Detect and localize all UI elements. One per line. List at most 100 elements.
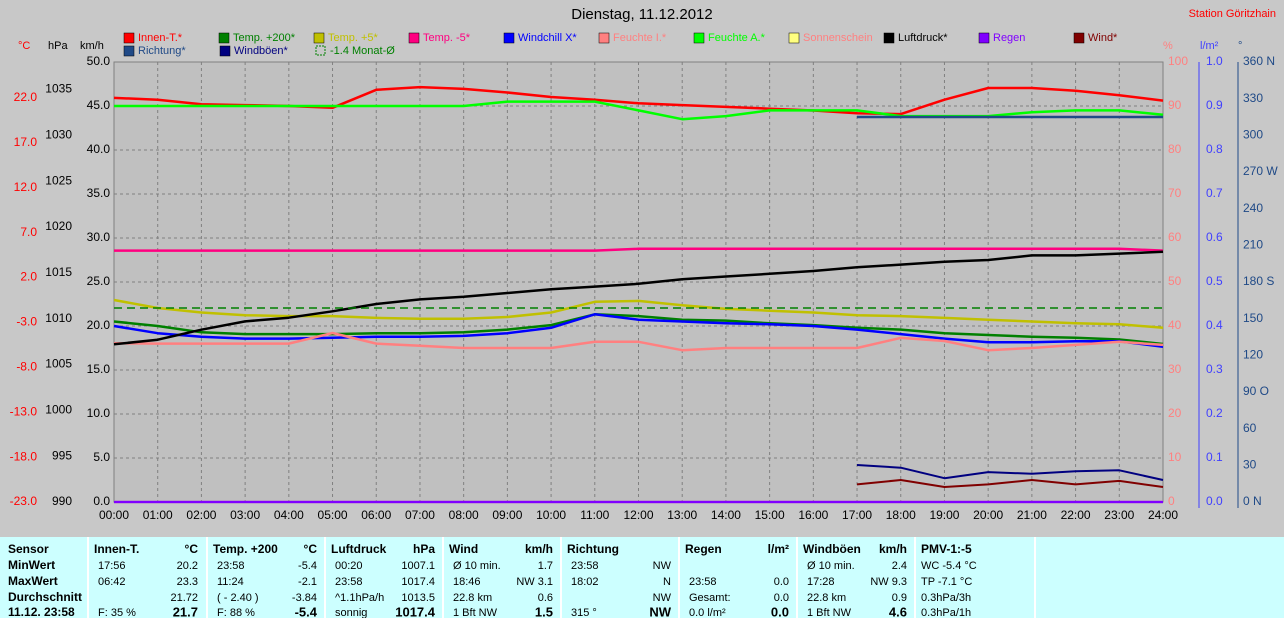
legend-label: Luftdruck* xyxy=(898,32,948,44)
y-tick-label: 0.7 xyxy=(1206,186,1223,200)
cell-label: 23:58 xyxy=(571,560,599,572)
block-header: Regen xyxy=(685,542,722,556)
legend-swatch xyxy=(218,32,230,44)
x-tick-label: 15:00 xyxy=(755,508,785,522)
series-line xyxy=(856,479,1164,488)
cell-label: 23:58 xyxy=(689,576,717,588)
y-tick-label: 0.8 xyxy=(1206,142,1223,156)
block-unit: hPa xyxy=(413,542,435,556)
y-tick-label: 12.0 xyxy=(14,180,38,194)
y-tick-label: 0 xyxy=(1168,494,1175,508)
y-tick-label: 995 xyxy=(52,448,72,462)
legend-label: Regen xyxy=(993,32,1025,44)
cell-value: 2.4 xyxy=(892,560,907,572)
legend-swatch xyxy=(1073,32,1085,44)
cell-label: 23:58 xyxy=(217,560,245,572)
y-tick-label: 90 O xyxy=(1243,384,1269,398)
series-line xyxy=(113,313,1164,346)
y-tick-label: 0.0 xyxy=(93,494,110,508)
x-tick-label: 19:00 xyxy=(929,508,959,522)
cell-value: 1013.5 xyxy=(401,592,435,604)
row-label: MaxWert xyxy=(8,574,58,588)
block-header: PMV-1:-5 xyxy=(921,542,972,556)
y-tick-label: 0.6 xyxy=(1206,230,1223,244)
x-tick-label: 22:00 xyxy=(1061,508,1091,522)
x-tick-label: 03:00 xyxy=(230,508,260,522)
x-tick-label: 24:00 xyxy=(1148,508,1178,522)
cell-value: 1.7 xyxy=(538,560,553,572)
cell-label: 23:58 xyxy=(335,576,363,588)
y-tick-label: 1000 xyxy=(45,403,72,417)
legend-swatch xyxy=(123,45,135,57)
y-tick-label: 17.0 xyxy=(14,135,38,149)
axis-unit: ° xyxy=(1238,40,1242,52)
cell-value: NW xyxy=(653,592,672,604)
x-tick-label: 23:00 xyxy=(1104,508,1134,522)
y-tick-label: 1015 xyxy=(45,265,72,279)
cell-label: 11:24 xyxy=(217,576,244,588)
cell-label: F: 88 % xyxy=(217,607,255,618)
cell-value: 0.9 xyxy=(892,592,907,604)
y-tick-label: 360 N xyxy=(1243,54,1275,68)
y-tick-label: 0 N xyxy=(1243,494,1262,508)
legend-label: Windchill X* xyxy=(518,32,577,44)
cell-value: NW xyxy=(649,604,671,618)
y-tick-label: 1005 xyxy=(45,357,72,371)
legend-label: Temp. +200* xyxy=(233,32,296,44)
cell-label: 18:02 xyxy=(571,576,599,588)
legend-label: Temp. +5* xyxy=(328,32,379,44)
legend-swatch xyxy=(883,32,895,44)
legend-swatch xyxy=(788,32,800,44)
cell-label: 18:46 xyxy=(453,576,481,588)
cell-value: 0.0 xyxy=(771,604,789,618)
y-tick-label: -3.0 xyxy=(16,315,37,329)
y-tick-label: 40 xyxy=(1168,318,1182,332)
cell-value: -5.4 xyxy=(295,604,318,618)
y-tick-label: 1.0 xyxy=(1206,54,1223,68)
block-header: Windböen xyxy=(803,542,861,556)
row-label: 11.12. 23:58 xyxy=(8,605,75,618)
cell-value: 23.3 xyxy=(177,576,198,588)
x-tick-label: 05:00 xyxy=(318,508,348,522)
series-line xyxy=(113,298,1164,330)
cell-value: NW 3.1 xyxy=(516,576,553,588)
cell-label: 17:56 xyxy=(98,560,126,572)
cell-label: Ø 10 min. xyxy=(807,560,855,572)
y-tick-label: 10.0 xyxy=(87,406,111,420)
cell-value: 1.5 xyxy=(535,604,553,618)
cell-value: NW 9.3 xyxy=(870,576,907,588)
y-tick-label: 80 xyxy=(1168,142,1182,156)
legend-label: Windböen* xyxy=(234,45,289,57)
x-tick-label: 12:00 xyxy=(623,508,653,522)
y-tick-label: -8.0 xyxy=(16,359,37,373)
y-tick-label: 240 xyxy=(1243,201,1263,215)
cell-label: 0.3hPa/3h xyxy=(921,592,971,604)
block-unit: °C xyxy=(304,542,318,556)
legend-label: Innen-T.* xyxy=(138,32,183,44)
cell-value: 21.7 xyxy=(173,604,198,618)
y-tick-label: 70 xyxy=(1168,186,1182,200)
block-unit: l/m² xyxy=(768,542,789,556)
y-tick-label: 210 xyxy=(1243,238,1263,252)
row-label: MinWert xyxy=(8,558,55,572)
x-tick-label: 13:00 xyxy=(667,508,697,522)
cell-label: 22.8 km xyxy=(453,592,492,604)
x-tick-label: 08:00 xyxy=(449,508,479,522)
cell-label: 1 Bft NW xyxy=(807,607,852,618)
cell-value: -3.84 xyxy=(292,592,317,604)
y-tick-label: 60 xyxy=(1243,421,1257,435)
cell-value: -5.4 xyxy=(298,560,317,572)
legend-label: -1.4 Monat-Ø xyxy=(330,45,395,57)
legend-swatch xyxy=(219,45,231,57)
cell-label: F: 35 % xyxy=(98,607,136,618)
block-unit: °C xyxy=(185,542,199,556)
y-tick-label: 35.0 xyxy=(87,186,111,200)
y-tick-label: 330 xyxy=(1243,91,1263,105)
x-tick-label: 02:00 xyxy=(186,508,216,522)
y-tick-label: 1020 xyxy=(45,219,72,233)
block-header: Richtung xyxy=(567,542,619,556)
legend-label: Wind* xyxy=(1088,32,1118,44)
x-tick-label: 17:00 xyxy=(842,508,872,522)
x-tick-label: 16:00 xyxy=(798,508,828,522)
y-tick-label: 45.0 xyxy=(87,98,111,112)
